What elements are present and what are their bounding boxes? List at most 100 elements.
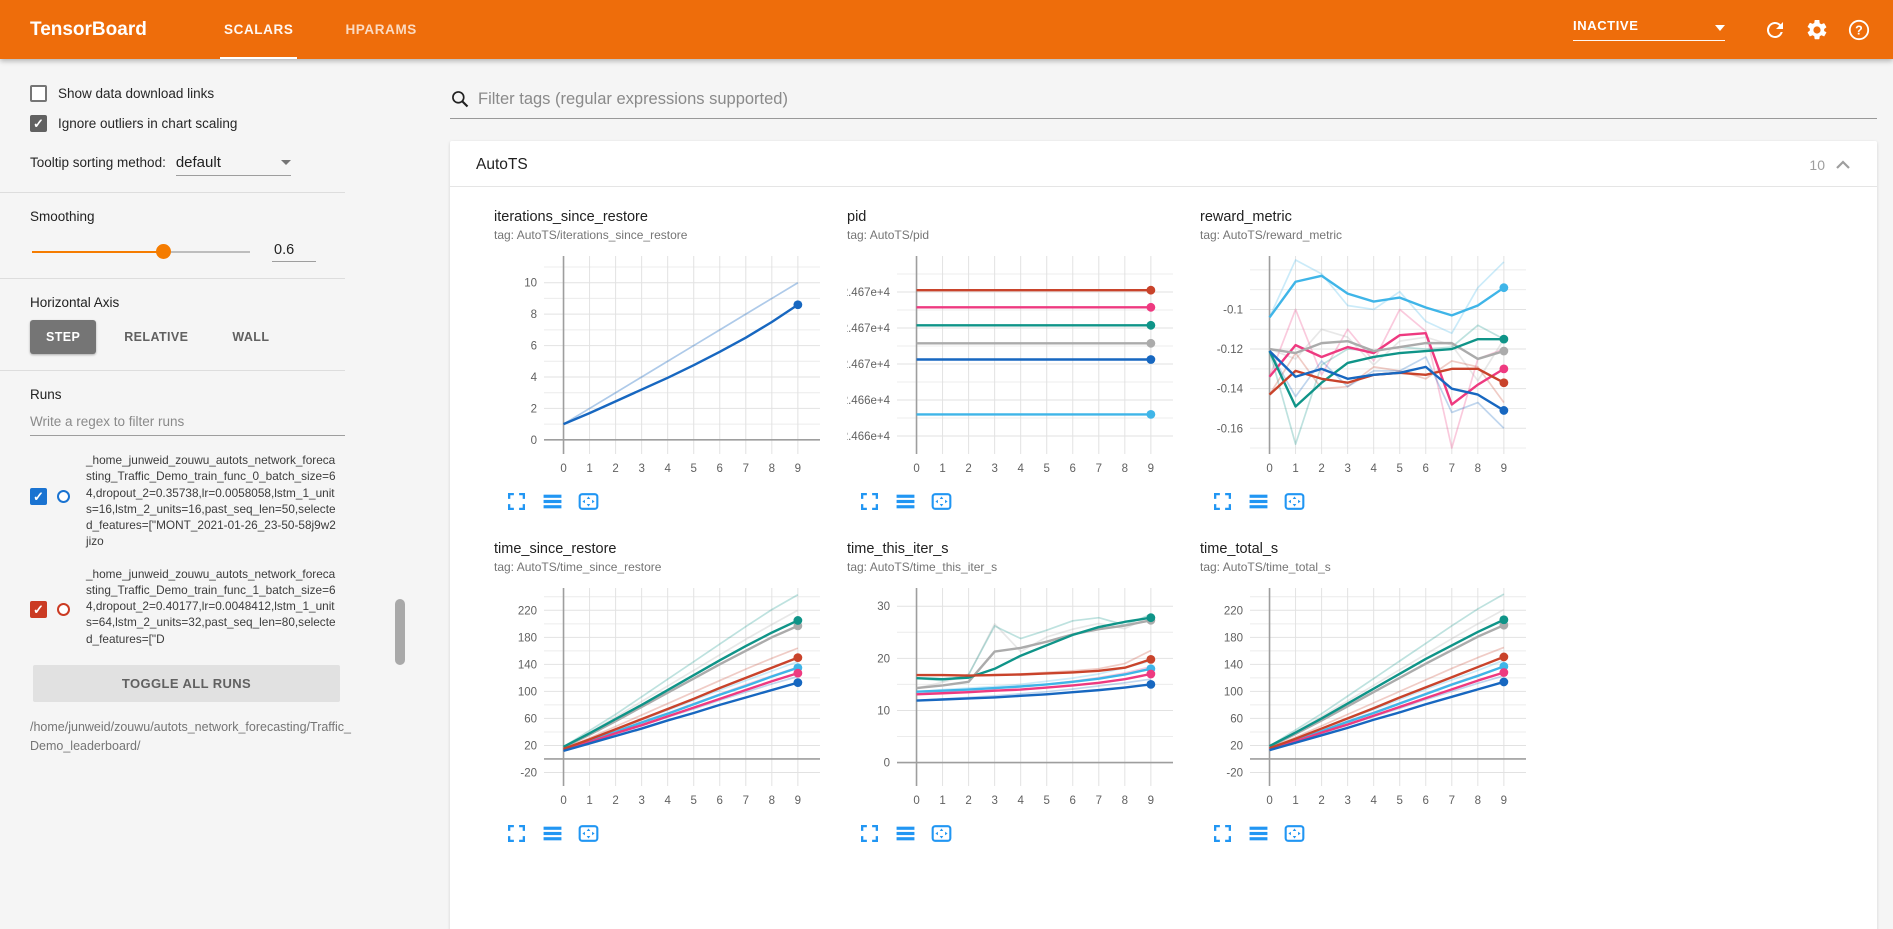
chart-plot-iterations_since_restore[interactable]: 0 2 4 6 8 10 0 1 2 3 4 5 6 7 8 9 [494,248,826,480]
chart-plot-time_total_s[interactable]: 220 180 140 100 60 20 -20 0 1 2 3 4 5 6 7 8 9 [1200,580,1532,812]
tab-scalars[interactable]: SCALARS [198,0,319,59]
fit-domain-icon[interactable] [931,823,952,849]
runs-selector-icon[interactable] [895,823,916,849]
chart-card-time_this_iter_s: time_this_iter_s tag: AutoTS/time_this_it… [847,541,1200,849]
expand-chart-icon[interactable] [506,491,527,517]
run-list-item: _home_junweid_zouwu_autots_network_forec… [30,452,345,550]
svg-text:6: 6 [531,341,537,353]
runs-selector-icon[interactable] [542,823,563,849]
svg-text:5: 5 [1397,463,1403,475]
svg-text:1: 1 [939,795,945,807]
svg-text:2: 2 [612,463,618,475]
chart-title: time_since_restore [494,541,617,557]
svg-text:9: 9 [1148,795,1154,807]
tab-hparams[interactable]: HPARAMS [345,22,417,37]
show-download-links-checkbox-row[interactable]: Show data download links [30,85,345,102]
svg-text:180: 180 [518,632,537,644]
chart-plot-time_this_iter_s[interactable]: 30 20 10 0 0 1 2 3 4 5 6 7 8 9 [847,580,1179,812]
fit-domain-icon[interactable] [1284,823,1305,849]
axis-step-button[interactable]: STEP [30,320,97,354]
chart-plot-pid[interactable]: 2.467e+4 2.467e+4 2.467e+4 2.466e+4 2.466e+4… [842,248,1179,480]
toggle-all-runs-button[interactable]: TOGGLE ALL RUNS [33,664,340,702]
svg-text:2: 2 [612,795,618,807]
svg-text:8: 8 [1475,795,1481,807]
runs-selector-icon[interactable] [895,491,916,517]
run-radio[interactable] [57,489,70,503]
svg-text:7: 7 [1096,463,1102,475]
checkbox-label: Ignore outliers in chart scaling [58,116,238,131]
fit-domain-icon[interactable] [578,491,599,517]
svg-text:220: 220 [518,605,537,617]
smoothing-label: Smoothing [30,209,95,224]
svg-text:-0.16: -0.16 [1217,423,1243,435]
svg-text:2.466e+4: 2.466e+4 [847,395,891,407]
expand-chart-icon[interactable] [506,823,527,849]
axis-relative-button[interactable]: RELATIVE [124,330,189,344]
fit-domain-icon[interactable] [931,491,952,517]
runs-selector-icon[interactable] [542,491,563,517]
expand-chart-icon[interactable] [859,823,880,849]
refresh-icon[interactable] [1763,18,1787,42]
svg-text:7: 7 [743,795,749,807]
chart-plot-time_since_restore[interactable]: 220 180 140 100 60 20 -20 0 1 2 3 4 5 6 7 8 9 [494,580,826,812]
svg-text:-0.14: -0.14 [1217,384,1244,396]
svg-text:0: 0 [913,463,919,475]
run-radio[interactable] [57,603,70,617]
runs-label: Runs [30,387,62,402]
expand-chart-icon[interactable] [1212,823,1233,849]
svg-text:-0.1: -0.1 [1223,304,1243,316]
search-icon [452,91,469,108]
sidebar-scrollbar[interactable] [395,599,405,665]
chart-card-time_since_restore: time_since_restore tag: AutoTS/time_since… [494,541,847,849]
svg-text:1: 1 [1292,463,1298,475]
runs-selector-icon[interactable] [1248,491,1269,517]
checkbox-checked-icon[interactable] [30,115,47,132]
svg-text:8: 8 [1475,463,1481,475]
svg-text:6: 6 [717,463,723,475]
divider [0,370,345,371]
top-bar: TensorBoard SCALARS HPARAMS INACTIVE ? [0,0,1893,59]
chart-title: time_this_iter_s [847,541,949,557]
runs-selector-icon[interactable] [1248,823,1269,849]
run-checkbox[interactable] [30,601,47,619]
expand-chart-icon[interactable] [859,491,880,517]
svg-text:8: 8 [769,463,775,475]
tooltip-sorting-dropdown[interactable]: default [175,154,291,176]
chevron-up-icon[interactable] [1835,160,1851,170]
chart-tag: tag: AutoTS/time_this_iter_s [847,560,998,574]
svg-text:3: 3 [1344,795,1350,807]
horizontal-axis-label: Horizontal Axis [30,295,120,310]
svg-text:1: 1 [1292,795,1298,807]
chart-tag: tag: AutoTS/iterations_since_restore [494,228,688,242]
smoothing-slider[interactable] [32,244,250,259]
slider-thumb[interactable] [155,244,171,259]
svg-text:8: 8 [1122,795,1128,807]
smoothing-value[interactable]: 0.6 [272,242,316,262]
svg-text:140: 140 [1224,659,1243,671]
svg-text:3: 3 [1344,463,1350,475]
svg-text:5: 5 [1397,795,1403,807]
chart-plot-reward_metric[interactable]: -0.1 -0.12 -0.14 -0.16 0 1 2 3 4 5 6 7 8 9 [1200,248,1532,480]
run-checkbox[interactable] [30,487,47,505]
runs-filter-input[interactable] [30,408,345,436]
svg-text:0: 0 [1266,463,1272,475]
app-title: TensorBoard [30,18,147,40]
expand-chart-icon[interactable] [1212,491,1233,517]
status-dropdown[interactable]: INACTIVE [1573,18,1725,41]
autots-card-header[interactable]: AutoTS 10 [450,141,1877,187]
svg-text:220: 220 [1224,605,1243,617]
fit-domain-icon[interactable] [578,823,599,849]
checkbox-unchecked-icon[interactable] [30,85,47,102]
tag-filter-input[interactable] [478,89,1877,109]
svg-text:20: 20 [877,653,890,665]
caret-down-icon [1715,25,1725,31]
svg-text:100: 100 [518,686,537,698]
help-icon[interactable]: ? [1847,18,1871,42]
svg-text:4: 4 [1370,463,1377,475]
divider [0,192,345,193]
settings-gear-icon[interactable] [1805,18,1829,42]
axis-wall-button[interactable]: WALL [232,330,270,344]
fit-domain-icon[interactable] [1284,491,1305,517]
ignore-outliers-checkbox-row[interactable]: Ignore outliers in chart scaling [30,115,345,132]
svg-text:7: 7 [1449,463,1455,475]
